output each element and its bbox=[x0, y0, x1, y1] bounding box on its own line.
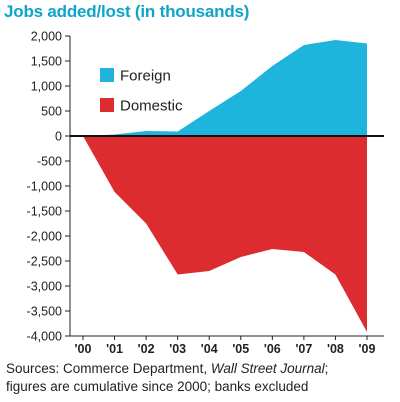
x-tick-label: '08 bbox=[327, 342, 344, 356]
y-tick-label: -1,500 bbox=[27, 205, 62, 219]
x-tick-label: '02 bbox=[138, 342, 155, 356]
y-tick-label: 0 bbox=[55, 130, 62, 144]
y-tick-label: 500 bbox=[41, 105, 62, 119]
series-area-foreign bbox=[83, 40, 367, 136]
y-axis-ticks: 2,000 1,500 1,000 500 0 -500 -1,000 -1,500 -2,00… bbox=[27, 30, 70, 344]
x-tick-label: '07 bbox=[295, 342, 312, 356]
area-chart: 2,000 1,500 1,000 500 0 -500 -1,000 -1,500 -2,00… bbox=[27, 30, 384, 356]
series-area-domestic bbox=[83, 136, 367, 332]
x-tick-label: '01 bbox=[106, 342, 123, 356]
legend-swatch-foreign bbox=[100, 68, 114, 82]
source-italic: Wall Street Journal bbox=[210, 361, 325, 376]
series-areas bbox=[83, 40, 367, 332]
x-tick-label: '04 bbox=[201, 342, 218, 356]
y-tick-label: -2,000 bbox=[27, 230, 62, 244]
x-axis-ticks: '00 '01 '02 '03 '04 '05 '06 '07 '08 '09 bbox=[75, 336, 376, 356]
source-suffix: ; bbox=[324, 361, 329, 376]
y-tick-label: 2,000 bbox=[31, 30, 62, 44]
legend-label-foreign: Foreign bbox=[120, 68, 171, 85]
legend-swatch-domestic bbox=[100, 98, 114, 112]
y-tick-label: -2,500 bbox=[27, 255, 62, 269]
y-tick-label: -4,000 bbox=[27, 330, 62, 344]
x-tick-label: '03 bbox=[169, 342, 186, 356]
source-note: Sources: Commerce Department, Wall Stree… bbox=[6, 360, 398, 396]
legend: Foreign Domestic bbox=[100, 68, 183, 115]
x-tick-label: '09 bbox=[359, 342, 376, 356]
y-tick-label: -3,000 bbox=[27, 280, 62, 294]
y-tick-label: -1,000 bbox=[27, 180, 62, 194]
chart-title: Jobs added/lost (in thousands) bbox=[4, 2, 250, 21]
x-tick-label: '00 bbox=[75, 342, 92, 356]
y-tick-label: 1,500 bbox=[31, 55, 62, 69]
y-tick-label: -500 bbox=[37, 155, 62, 169]
y-tick-label: 1,000 bbox=[31, 80, 62, 94]
x-tick-label: '05 bbox=[232, 342, 249, 356]
source-prefix: Sources: Commerce Department, bbox=[6, 361, 211, 376]
legend-label-domestic: Domestic bbox=[120, 98, 183, 115]
x-tick-label: '06 bbox=[264, 342, 281, 356]
y-tick-label: -3,500 bbox=[27, 305, 62, 319]
source-line2: figures are cumulative since 2000; banks… bbox=[6, 379, 309, 394]
